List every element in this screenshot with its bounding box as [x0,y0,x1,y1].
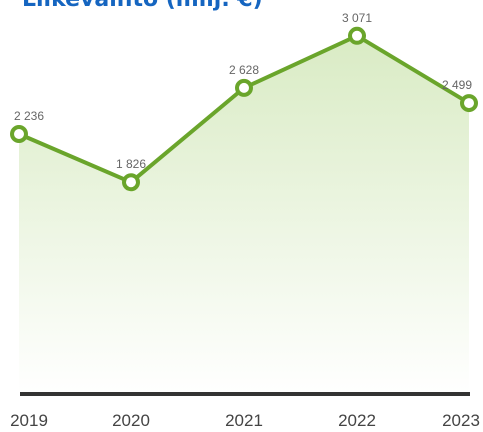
data-point-2019 [10,125,28,143]
x-tick-label-2022: 2022 [338,411,376,430]
value-label-2021: 2 628 [229,63,259,77]
value-label-2019: 2 236 [14,109,44,123]
x-tick-label-2021: 2021 [225,411,263,430]
data-point-2020 [122,173,140,192]
data-point-2022 [348,26,366,45]
value-label-2023: 2 499 [442,78,472,92]
value-label-2020: 1 826 [116,157,146,171]
chart-title: Liikevaihto (milj. €) [22,0,263,12]
x-tick-label-2023: 2023 [442,411,480,430]
value-label-2022: 3 071 [342,11,372,25]
x-tick-label-2020: 2020 [112,411,150,430]
data-point-2023 [460,94,478,113]
x-tick-label-2019: 2019 [10,411,48,430]
data-point-2021 [235,78,253,97]
area-fill [19,35,469,394]
